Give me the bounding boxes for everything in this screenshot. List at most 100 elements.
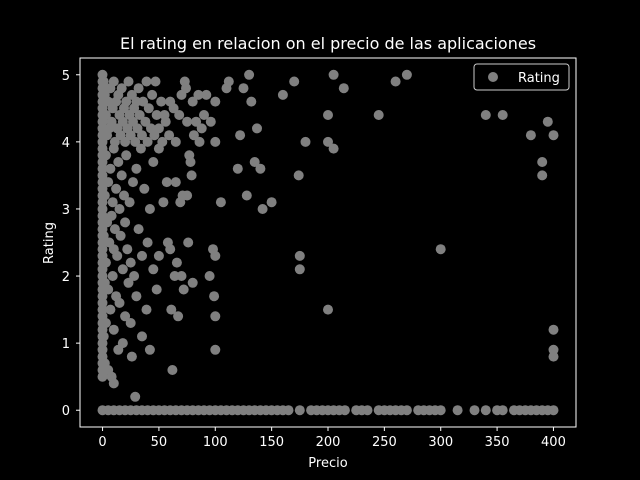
data-point [121,150,132,161]
data-point [435,244,446,255]
data-point [144,344,155,355]
x-tick-label: 350 [485,435,510,450]
data-point [119,190,129,201]
data-point [173,311,184,322]
data-point [323,136,333,147]
data-point [199,110,209,120]
x-tick-label: 100 [203,435,228,450]
data-point [328,143,339,154]
data-point [401,405,412,416]
data-point [107,271,118,281]
data-point [108,378,119,389]
data-point [100,150,111,161]
data-point [174,110,185,120]
data-point [142,237,153,248]
data-point [151,284,162,295]
data-point [166,304,177,315]
data-point [114,297,125,308]
data-point [129,271,140,281]
data-point [497,110,508,120]
data-point [123,76,134,87]
data-point [115,230,126,241]
data-point [210,250,221,261]
data-point [390,76,401,87]
data-point [257,204,268,214]
data-point [140,116,151,127]
data-point [126,351,137,362]
data-point [210,136,221,147]
data-point [150,76,161,87]
data-point [112,250,123,261]
data-point [435,405,446,416]
data-point [108,324,119,335]
legend-box [473,63,570,91]
chart-title: El rating en relacion on el precio de la… [120,34,536,53]
legend-marker [488,72,498,82]
data-point [138,96,149,107]
data-point [130,391,141,402]
data-point [246,96,257,107]
data-point [133,83,144,94]
data-point [289,76,300,87]
data-point [294,405,305,416]
data-point [525,130,536,141]
data-point [210,311,221,322]
y-tick-label: 5 [62,69,70,84]
data-point [235,130,246,141]
data-point [99,190,110,201]
x-axis-ticks: 0 50 100 150 200 250 300 350 400 [98,427,566,450]
data-point [106,210,117,221]
data-point [238,83,249,94]
data-point [143,103,154,114]
data-point [171,257,182,268]
data-point [106,116,117,127]
data-point [105,163,116,174]
data-point [161,177,172,188]
data-point [130,136,141,147]
data-point [131,291,142,302]
data-point [193,89,204,100]
data-point [120,136,131,147]
data-point [232,163,243,174]
data-point [300,136,311,147]
data-point [170,177,181,188]
data-point [188,130,199,141]
data-point [100,110,111,120]
data-point [210,96,221,107]
data-point [537,170,548,181]
data-point [244,69,255,80]
data-point [373,110,384,120]
data-point [170,136,181,147]
data-point [100,318,111,328]
data-point [548,405,559,416]
data-point [480,405,491,416]
x-tick-label: 400 [541,435,566,450]
data-point [183,237,194,248]
data-point [160,116,171,127]
data-point [293,170,304,181]
data-point [153,250,164,261]
data-point [277,89,288,100]
data-point [147,89,158,100]
data-point [157,136,168,147]
data-point [107,197,118,208]
y-tick-label: 0 [62,404,70,419]
data-point [401,69,412,80]
data-point [116,170,127,181]
x-tick-label: 0 [98,435,106,450]
data-point [537,157,548,167]
data-point [125,318,136,328]
data-point [142,136,153,147]
data-point [323,304,333,315]
data-point [328,69,339,80]
data-point [294,250,305,261]
data-point [109,224,120,235]
data-point [182,116,193,127]
data-point [108,76,119,87]
data-point [205,116,216,127]
data-point [252,123,262,134]
y-tick-label: 2 [62,270,70,285]
data-point [548,130,559,141]
data-point [215,197,226,208]
data-point [141,304,152,315]
